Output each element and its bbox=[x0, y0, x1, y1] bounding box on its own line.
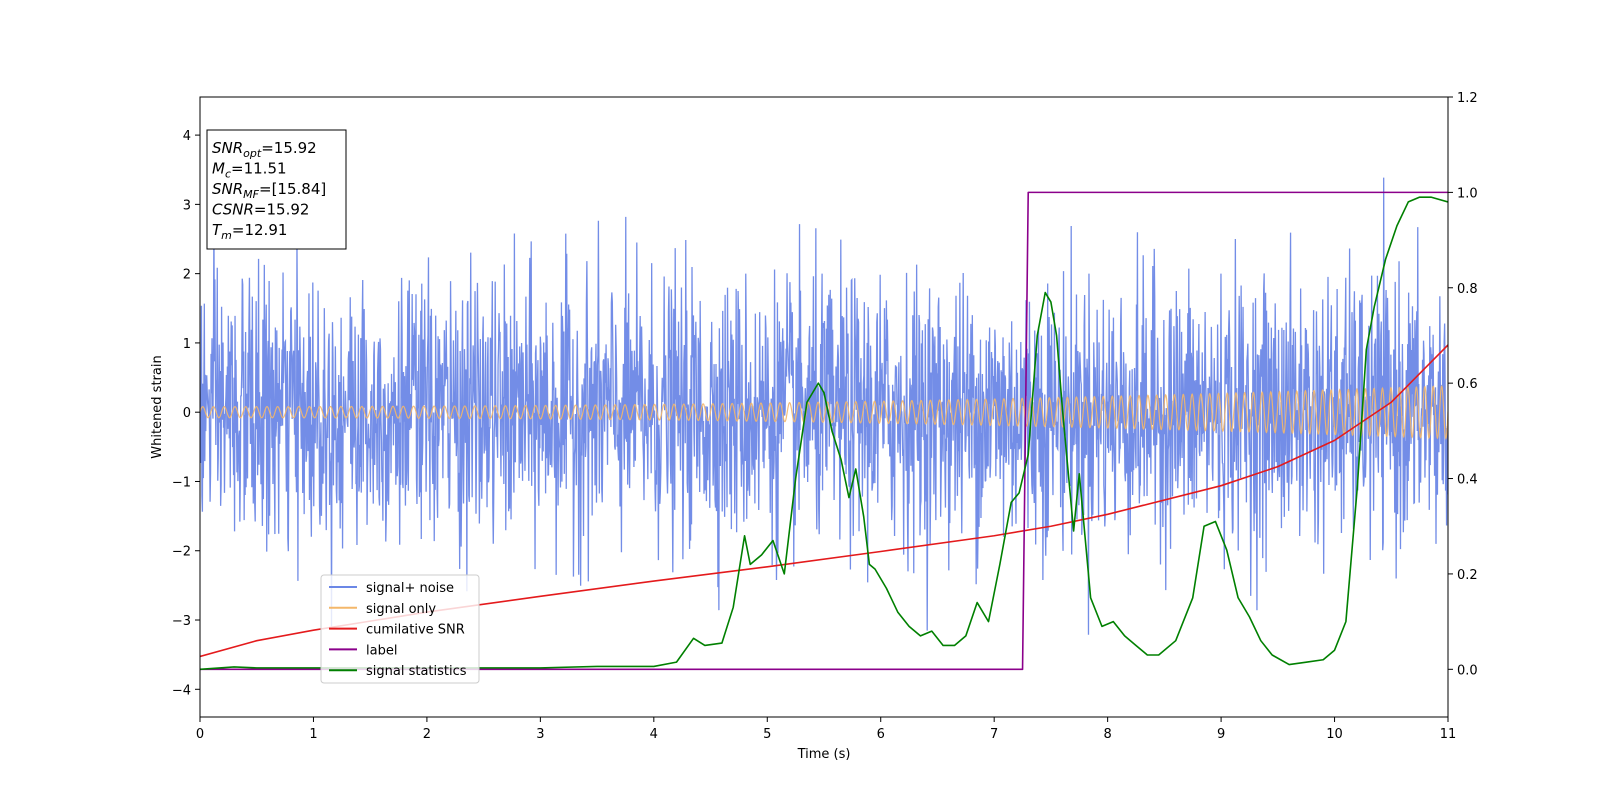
info-box-subscript-1: c bbox=[225, 168, 231, 181]
y-tick-label-0: −4 bbox=[172, 683, 191, 698]
y2-tick-label-6: 1.2 bbox=[1457, 91, 1478, 106]
y2-tick-label-3: 0.6 bbox=[1457, 377, 1478, 392]
x-tick-label-11: 11 bbox=[1440, 727, 1457, 742]
series-signal-noise-line bbox=[200, 177, 1448, 635]
legend-label-label: label bbox=[366, 643, 397, 658]
y-tick-label-7: 3 bbox=[183, 198, 191, 213]
legend-frame bbox=[320, 574, 480, 684]
info-box-subscript-4: m bbox=[221, 229, 232, 242]
y-tick-label-4: 0 bbox=[183, 406, 191, 421]
info-box-symbol-1: M bbox=[212, 160, 225, 178]
info-box-value-0: =15.92 bbox=[261, 139, 317, 157]
x-tick-label-4: 4 bbox=[650, 727, 658, 742]
y2-tick-label-5: 1.0 bbox=[1457, 186, 1478, 201]
x-tick-label-0: 0 bbox=[196, 727, 204, 742]
series-signal-only-line bbox=[200, 385, 1448, 440]
info-box-subscript-0: opt bbox=[243, 147, 262, 160]
y2-tick-label-2: 0.4 bbox=[1457, 473, 1478, 488]
legend-label-signal-noise: signal+ noise bbox=[366, 581, 454, 596]
x-tick-label-1: 1 bbox=[309, 727, 317, 742]
info-box-line-1: Mc=11.51 bbox=[212, 160, 287, 181]
y2-tick-label-1: 0.2 bbox=[1457, 568, 1478, 583]
y2-tick-label-4: 0.8 bbox=[1457, 282, 1478, 297]
info-box-line-4: Tm=12.91 bbox=[212, 221, 287, 242]
info-box-symbol-3: CSNR bbox=[212, 201, 254, 219]
info-box-value-1: =11.51 bbox=[231, 160, 287, 178]
legend-label-cumilative-snr: cumilative SNR bbox=[366, 623, 465, 638]
info-box-frame bbox=[206, 129, 347, 250]
info-box-symbol-2: SNR bbox=[212, 180, 243, 198]
info-box-symbol-4: T bbox=[212, 221, 223, 239]
info-box-line-3: CSNR=15.92 bbox=[212, 201, 309, 219]
plot-frame bbox=[199, 96, 1449, 718]
info-box-value-3: =15.92 bbox=[254, 201, 310, 219]
info-box-line-0: SNRopt=15.92 bbox=[212, 139, 317, 160]
x-tick-label-7: 7 bbox=[990, 727, 998, 742]
axes-layer: 0 1 2 3 4 5 6 7 8 9 10 11 −4 −3 −2 −1 0 1 2 3 4 0.0 0.2 0.4 0.6 0… bbox=[172, 91, 1478, 742]
series-signal-statistics-line bbox=[200, 196, 1448, 671]
info-box-value-2: =[15.84] bbox=[259, 180, 326, 198]
info-box: SNRopt=15.92Mc=11.51SNRMF=[15.84]CSNR=15… bbox=[206, 129, 347, 250]
y-axis-title: Whitened strain bbox=[150, 355, 165, 458]
y-tick-label-3: −1 bbox=[172, 475, 191, 490]
x-tick-label-5: 5 bbox=[763, 727, 771, 742]
y-tick-label-8: 4 bbox=[183, 129, 191, 144]
info-box-symbol-0: SNR bbox=[212, 139, 243, 157]
y-tick-label-1: −3 bbox=[172, 614, 191, 629]
x-tick-label-8: 8 bbox=[1103, 727, 1111, 742]
info-box-value-4: =12.91 bbox=[232, 221, 288, 239]
x-tick-label-2: 2 bbox=[423, 727, 431, 742]
y-tick-label-2: −2 bbox=[172, 545, 191, 560]
info-box-subscript-2: MF bbox=[243, 188, 259, 201]
legend-label-signal-only: signal only bbox=[366, 602, 436, 617]
y-tick-label-6: 2 bbox=[183, 268, 191, 283]
x-axis-title: Time (s) bbox=[797, 747, 851, 762]
info-box-line-2: SNRMF=[15.84] bbox=[212, 180, 326, 201]
y-tick-label-5: 1 bbox=[183, 337, 191, 352]
series-label-line bbox=[200, 191, 1448, 671]
legend: signal+ noise signal only cumilative SNR la… bbox=[320, 574, 480, 684]
x-tick-label-9: 9 bbox=[1217, 727, 1225, 742]
x-tick-label-3: 3 bbox=[536, 727, 544, 742]
x-tick-label-6: 6 bbox=[877, 727, 885, 742]
legend-label-signal-statistics: signal statistics bbox=[366, 664, 467, 679]
x-tick-label-10: 10 bbox=[1326, 727, 1343, 742]
y2-tick-label-0: 0.0 bbox=[1457, 663, 1478, 678]
